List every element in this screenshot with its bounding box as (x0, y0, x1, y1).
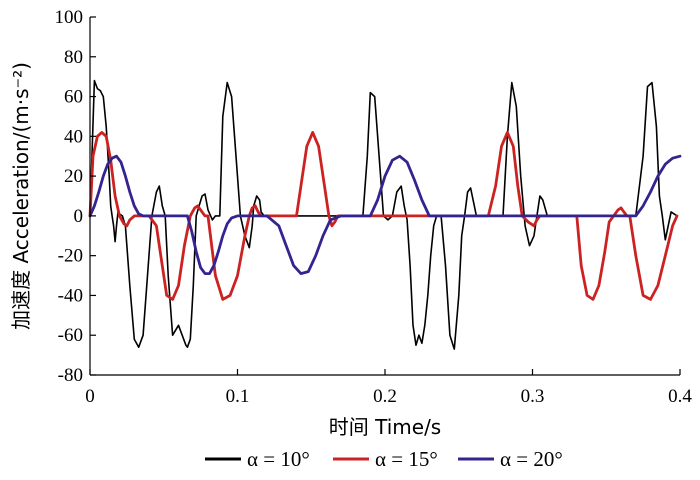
y-tick-label: 40 (64, 126, 83, 147)
y-tick-label: 80 (64, 47, 83, 68)
x-tick-label: 0 (85, 386, 95, 407)
axes (89, 17, 680, 376)
y-tick-label: -20 (58, 246, 83, 267)
y-tick-label: 0 (74, 206, 84, 227)
series-line-2 (88, 131, 679, 301)
plot-series (88, 79, 682, 350)
y-ticks: 100 80 60 40 20 0 -20 -40 -60 -80 (55, 7, 96, 386)
y-tick-label: -60 (58, 325, 83, 346)
legend: α = 10° α = 15° α = 20° (205, 447, 563, 471)
series-line-3 (88, 154, 682, 275)
x-tick-label: 0.4 (668, 386, 692, 407)
y-axis-title: 加速度 Acceleration/(m·s⁻²) (9, 62, 33, 330)
x-tick-label: 0.1 (226, 386, 250, 407)
x-tick-label: 0.3 (521, 386, 545, 407)
x-ticks: 0 0.1 0.2 0.3 0.4 (85, 369, 692, 407)
legend-label-3: α = 20° (500, 447, 563, 471)
x-tick-label: 0.2 (373, 386, 397, 407)
y-tick-label: -40 (58, 285, 83, 306)
y-tick-label: 20 (64, 166, 83, 187)
legend-label-1: α = 10° (247, 447, 310, 471)
y-tick-label: 100 (55, 7, 84, 28)
y-tick-label: -80 (58, 365, 83, 386)
y-tick-label: 60 (64, 87, 83, 108)
x-axis-title: 时间 Time/s (329, 415, 441, 439)
legend-label-2: α = 15° (375, 447, 438, 471)
